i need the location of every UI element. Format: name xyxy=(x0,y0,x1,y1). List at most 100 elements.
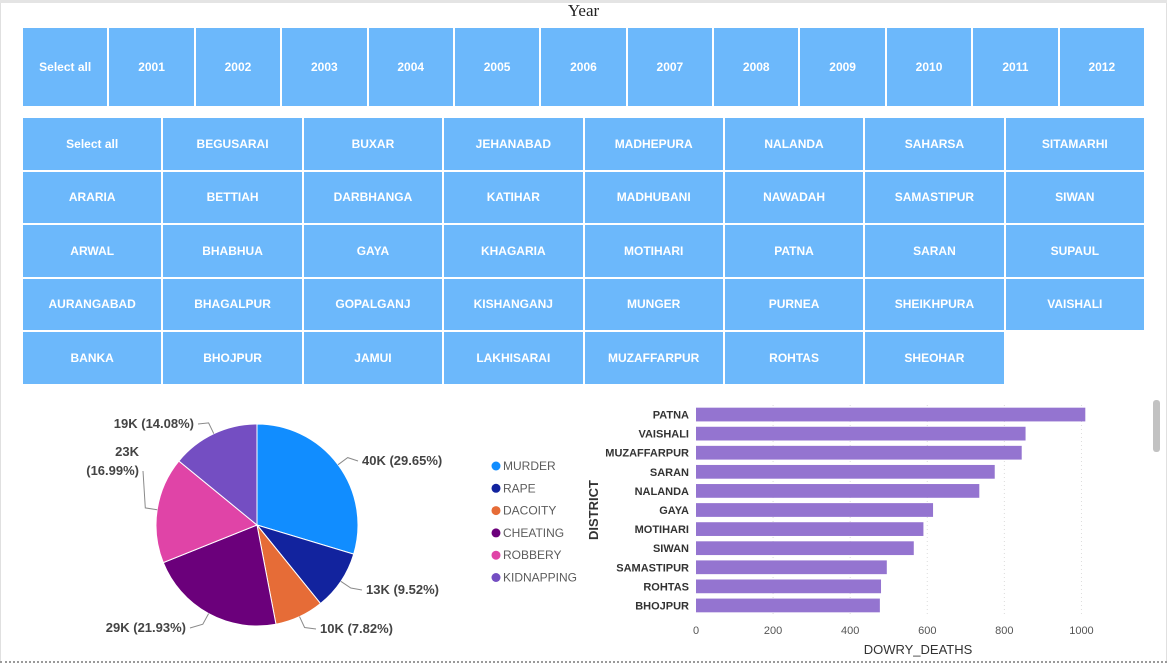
district-option-saran[interactable]: SARAN xyxy=(865,225,1004,277)
crime-pie-chart: 40K (29.65%) 13K (9.52%) 10K (7.82%) 29K (2… xyxy=(86,416,577,636)
district-option-supaul[interactable]: SUPAUL xyxy=(1005,225,1144,277)
y-tick-label: SARAN xyxy=(650,467,689,479)
pie-data-label: 29K (21.93%) xyxy=(106,620,186,635)
district-option-banka[interactable]: BANKA xyxy=(23,332,162,384)
district-option-munger[interactable]: MUNGER xyxy=(584,278,723,330)
pie-slice-cheating[interactable] xyxy=(162,524,277,627)
x-tick-label: 400 xyxy=(841,625,859,637)
y-tick-label: SIWAN xyxy=(653,543,689,555)
pie-slice-kidnapping[interactable] xyxy=(178,423,258,527)
district-option-madhubani[interactable]: MADHUBANI xyxy=(584,171,723,223)
y-tick-label: VAISHALI xyxy=(638,429,689,441)
bar-gaya[interactable] xyxy=(696,503,934,517)
pie-leader-line xyxy=(142,470,158,511)
district-option-begusarai[interactable]: BEGUSARAI xyxy=(163,118,302,170)
legend-item-murder[interactable]: MURDER xyxy=(503,459,556,473)
bar-rohtas[interactable] xyxy=(696,579,882,594)
legend-item-dacoity[interactable]: DACOITY xyxy=(503,504,556,518)
year-option-select-all[interactable]: Select all xyxy=(23,28,108,106)
district-option-nawadah[interactable]: NAWADAH xyxy=(724,171,864,223)
x-axis-title: DOWRY_DEATHS xyxy=(864,642,973,657)
legend-item-cheating[interactable]: CHEATING xyxy=(503,526,564,540)
pie-leader-line xyxy=(337,457,359,466)
frame-bottom-border xyxy=(0,661,1167,663)
pie-slice-robbery[interactable] xyxy=(155,460,258,564)
district-option-kishanganj[interactable]: KISHANGANJ xyxy=(444,278,583,330)
year-option-2008[interactable]: 2008 xyxy=(714,28,799,106)
year-option-2010[interactable]: 2010 xyxy=(886,28,972,106)
x-tick-label: 1000 xyxy=(1069,625,1093,637)
bar-vaishali[interactable] xyxy=(696,426,1026,441)
district-option-saharsa[interactable]: SAHARSA xyxy=(865,118,1004,170)
pie-leader-line xyxy=(189,613,210,629)
district-option-sheikhpura[interactable]: SHEIKHPURA xyxy=(865,278,1004,330)
district-option-araria[interactable]: ARARIA xyxy=(23,171,162,223)
district-option-sitamarhi[interactable]: SITAMARHI xyxy=(1005,118,1144,170)
district-option-siwan[interactable]: SIWAN xyxy=(1005,171,1144,223)
district-option-gopalganj[interactable]: GOPALGANJ xyxy=(303,278,443,330)
district-option-samastipur[interactable]: SAMASTIPUR xyxy=(865,171,1004,223)
district-option-jamui[interactable]: JAMUI xyxy=(303,332,443,384)
bar-motihari[interactable] xyxy=(696,522,924,536)
pie-leader-line xyxy=(197,422,215,434)
district-option-patna[interactable]: PATNA xyxy=(724,225,864,277)
pie-data-label: 40K (29.65%) xyxy=(362,453,442,468)
year-option-2002[interactable]: 2002 xyxy=(195,28,281,106)
district-option-bhabhua[interactable]: BHABHUA xyxy=(163,225,302,277)
pie-data-label: 10K (7.82%) xyxy=(320,621,393,636)
district-option-khagaria[interactable]: KHAGARIA xyxy=(444,225,583,277)
district-option-sheohar[interactable]: SHEOHAR xyxy=(865,332,1004,384)
district-option-vaishali[interactable]: VAISHALI xyxy=(1005,278,1144,330)
legend-item-robbery[interactable]: ROBBERY xyxy=(503,548,561,562)
chart-scrollbar[interactable] xyxy=(1153,400,1160,452)
bar-saran[interactable] xyxy=(696,464,995,479)
x-tick-label: 0 xyxy=(693,625,699,637)
y-tick-label: BHOJPUR xyxy=(635,600,689,612)
year-option-2004[interactable]: 2004 xyxy=(368,28,453,106)
district-option-gaya[interactable]: GAYA xyxy=(303,225,443,277)
pie-slice-murder[interactable] xyxy=(256,423,359,555)
district-option-aurangabad[interactable]: AURANGABAD xyxy=(23,278,162,330)
district-option-bhagalpur[interactable]: BHAGALPUR xyxy=(163,278,302,330)
pie-data-label: 13K (9.52%) xyxy=(366,582,439,597)
district-option-buxar[interactable]: BUXAR xyxy=(303,118,443,170)
district-option-lakhisarai[interactable]: LAKHISARAI xyxy=(444,332,583,384)
pie-leader-line xyxy=(299,616,317,630)
district-option-purnea[interactable]: PURNEA xyxy=(724,278,864,330)
pie-leader-line xyxy=(340,580,363,591)
bar-samastipur[interactable] xyxy=(696,560,887,575)
year-option-2006[interactable]: 2006 xyxy=(541,28,626,106)
bar-patna[interactable] xyxy=(696,407,1086,422)
district-option-select-all[interactable]: Select all xyxy=(23,118,162,170)
district-option-motihari[interactable]: MOTIHARI xyxy=(584,225,723,277)
year-option-2012[interactable]: 2012 xyxy=(1059,28,1144,106)
y-tick-label: MOTIHARI xyxy=(635,524,689,536)
legend-item-kidnapping[interactable]: KIDNAPPING xyxy=(503,571,577,585)
district-option-bhojpur[interactable]: BHOJPUR xyxy=(163,332,302,384)
district-option-nalanda[interactable]: NALANDA xyxy=(724,118,864,170)
year-option-2011[interactable]: 2011 xyxy=(973,28,1058,106)
bar-nalanda[interactable] xyxy=(696,484,980,498)
bar-siwan[interactable] xyxy=(696,541,914,556)
y-tick-label: SAMASTIPUR xyxy=(616,562,689,574)
legend-item-rape[interactable]: RAPE xyxy=(503,481,536,495)
year-option-2005[interactable]: 2005 xyxy=(454,28,540,106)
district-option-muzaffarpur[interactable]: MUZAFFARPUR xyxy=(584,332,723,384)
district-option-bettiah[interactable]: BETTIAH xyxy=(163,171,302,223)
district-option-katihar[interactable]: KATIHAR xyxy=(444,171,583,223)
district-option-darbhanga[interactable]: DARBHANGA xyxy=(303,171,443,223)
year-option-2003[interactable]: 2003 xyxy=(282,28,367,106)
bar-bhojpur[interactable] xyxy=(696,598,880,613)
district-option-jehanabad[interactable]: JEHANABAD xyxy=(444,118,583,170)
pie-data-label: 23K xyxy=(115,444,139,459)
frame-top-border xyxy=(0,0,1167,3)
district-option-madhepura[interactable]: MADHEPURA xyxy=(584,118,723,170)
year-option-2001[interactable]: 2001 xyxy=(109,28,194,106)
district-option-rohtas[interactable]: ROHTAS xyxy=(724,332,864,384)
bar-muzaffarpur[interactable] xyxy=(696,445,1022,460)
district-option-arwal[interactable]: ARWAL xyxy=(23,225,162,277)
y-tick-label: NALANDA xyxy=(635,486,689,498)
year-option-2009[interactable]: 2009 xyxy=(800,28,885,106)
year-option-2007[interactable]: 2007 xyxy=(627,28,713,106)
legend-marker-cheating xyxy=(491,528,501,538)
